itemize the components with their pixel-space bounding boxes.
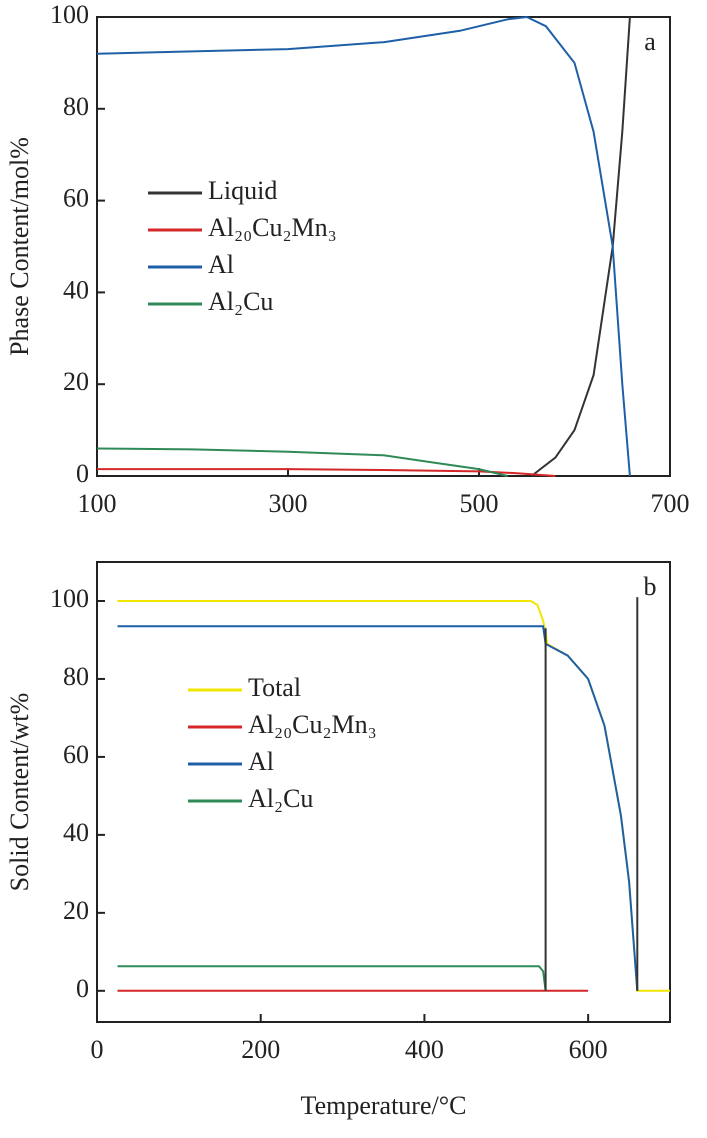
- series-line: [117, 965, 547, 991]
- x-tick-label: 200: [241, 1035, 280, 1064]
- legend-label: Total: [248, 673, 301, 702]
- y-axis-label: Solid Content/wt%: [5, 693, 34, 892]
- legend-label: Liquid: [208, 176, 277, 205]
- legend-label: Al₂₀Cu₂Mn₃: [248, 710, 377, 739]
- legend-label: Al₂₀Cu₂Mn₃: [208, 213, 337, 242]
- x-tick-label: 300: [269, 489, 308, 518]
- y-tick-label: 80: [63, 92, 89, 121]
- y-tick-label: 60: [63, 184, 89, 213]
- series-line: [96, 447, 508, 477]
- legend-label: Al₂Cu: [248, 784, 313, 813]
- series-line: [97, 468, 556, 477]
- series-line: [530, 16, 631, 477]
- y-tick-label: 20: [63, 367, 89, 396]
- x-tick-label: 600: [569, 1035, 608, 1064]
- legend-label: Al: [248, 747, 274, 776]
- series-line: [117, 625, 639, 991]
- plot-frame: [96, 561, 671, 1023]
- y-tick-label: 40: [63, 275, 89, 304]
- x-tick-label: 0: [91, 1035, 104, 1064]
- y-tick-label: 0: [76, 459, 89, 488]
- x-tick-label: 700: [651, 489, 690, 518]
- panel-label: b: [644, 572, 657, 601]
- series-line: [117, 600, 670, 992]
- plot-frame: [96, 16, 671, 477]
- series-line: [96, 15, 631, 477]
- panel-label: a: [644, 27, 656, 56]
- y-tick-label: 60: [63, 740, 89, 769]
- x-tick-label: 500: [460, 489, 499, 518]
- y-tick-label: 100: [50, 0, 89, 29]
- y-axis-label: Phase Content/mol%: [5, 137, 34, 356]
- x-tick-label: 400: [405, 1035, 444, 1064]
- y-tick-label: 40: [63, 818, 89, 847]
- x-tick-label: 100: [78, 489, 117, 518]
- y-tick-label: 80: [63, 662, 89, 691]
- legend-label: Al₂Cu: [208, 287, 273, 316]
- y-tick-label: 100: [50, 584, 89, 613]
- x-axis-label: Temperature/°C: [301, 1091, 467, 1120]
- y-tick-label: 20: [63, 896, 89, 925]
- legend-label: Al: [208, 250, 234, 279]
- y-tick-label: 0: [76, 974, 89, 1003]
